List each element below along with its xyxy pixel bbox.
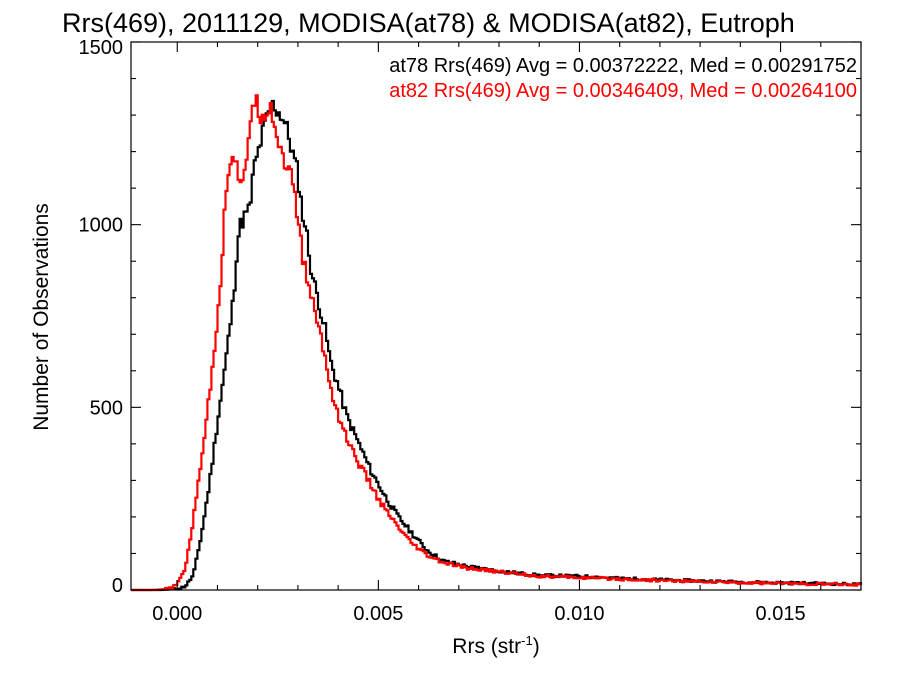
- x-tick-label: 0.005: [353, 603, 403, 625]
- legend-entry-at78: at78 Rrs(469) Avg = 0.00372222, Med = 0.…: [389, 55, 857, 77]
- y-tick-label: 0: [112, 575, 123, 597]
- axis-layer: 0.000 0.005 0.010 0.015 0 500 1000 1500: [79, 37, 862, 625]
- x-axis-label-superscript: -1: [521, 633, 533, 648]
- plot-frame: [130, 41, 862, 591]
- x-tick-label: 0.010: [554, 603, 604, 625]
- legend: at78 Rrs(469) Avg = 0.00372222, Med = 0.…: [389, 55, 857, 102]
- chart-title: Rrs(469), 2011129, MODISA(at78) & MODISA…: [62, 8, 795, 38]
- series-line-at82: [131, 94, 863, 592]
- series-layer: [131, 94, 863, 592]
- legend-entry-at82: at82 Rrs(469) Avg = 0.00346409, Med = 0.…: [389, 80, 857, 102]
- y-tick-label: 1000: [79, 215, 124, 237]
- x-axis-label-close: ): [533, 635, 540, 658]
- x-axis-label: Rrs (str-1): [452, 633, 539, 658]
- x-tick-label: 0.000: [152, 603, 202, 625]
- y-axis-label: Number of Observations: [30, 203, 53, 431]
- x-tick-label: 0.015: [756, 603, 806, 625]
- y-tick-label: 500: [90, 397, 123, 419]
- x-axis-label-main: Rrs (str: [452, 635, 521, 658]
- y-tick-label: 1500: [79, 37, 124, 59]
